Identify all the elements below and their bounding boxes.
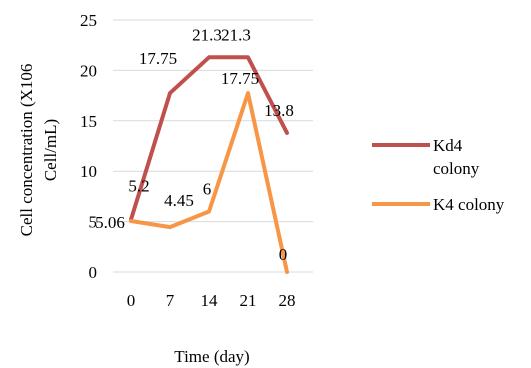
legend-label-kd4-colony: Kd4 colony [433, 136, 480, 178]
series-line-k4-colony [129, 91, 289, 274]
y-tick-label: 10 [80, 162, 97, 181]
data-label: 17.75 [221, 69, 259, 88]
data-labels: 5.2 17.75 21.3 21.3 13.8 5.06 4.45 6 17.75 0 [95, 25, 294, 264]
y-tick-label: 15 [80, 112, 97, 131]
legend-label-k4-colony: K4 colony [433, 195, 505, 214]
data-label: 5.2 [128, 177, 149, 196]
series-lines [129, 55, 289, 274]
x-tick-label: 7 [166, 291, 175, 310]
y-axis-label-line-2: Cell/mL) [41, 119, 60, 181]
x-tick-label: 14 [201, 291, 219, 310]
data-label: 6 [203, 180, 212, 199]
x-tick-label: 0 [127, 291, 136, 310]
y-tick-label: 20 [80, 61, 97, 80]
y-tick-label: 25 [80, 11, 97, 30]
data-label: 0 [279, 245, 288, 264]
data-label: 4.45 [164, 191, 194, 210]
x-tick-label: 28 [279, 291, 296, 310]
y-axis-label-line-1: Cell concentration (X106 [17, 64, 36, 237]
x-tick-label: 21 [240, 291, 257, 310]
x-axis-ticks: 0 7 14 21 28 [127, 291, 296, 310]
data-label: 13.8 [264, 101, 294, 120]
legend: Kd4 colony K4 colony [372, 136, 505, 214]
data-label: 17.75 [139, 49, 177, 68]
y-tick-label: 0 [89, 263, 98, 282]
data-label: 21.3 [192, 25, 222, 44]
data-label: 5.06 [95, 213, 125, 232]
data-label: 21.3 [221, 25, 251, 44]
y-axis-ticks: 0 5 10 15 20 25 [80, 11, 97, 282]
series-line-kd4-colony [129, 55, 289, 222]
x-axis-label: Time (day) [174, 347, 249, 366]
y-tick-label: 5 [89, 213, 98, 232]
